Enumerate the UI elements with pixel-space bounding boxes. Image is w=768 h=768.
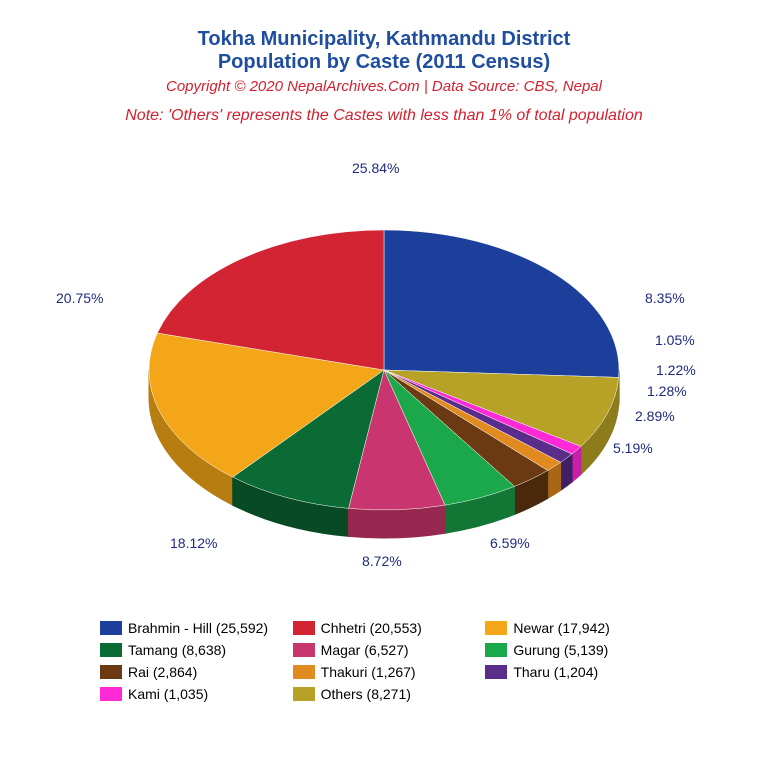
chart-title-line1: Tokha Municipality, Kathmandu District	[0, 28, 768, 51]
legend-label: Tharu (1,204)	[513, 664, 598, 680]
pct-label: 1.05%	[655, 332, 695, 348]
legend-item: Tharu (1,204)	[485, 664, 668, 680]
pct-label: 2.89%	[635, 408, 675, 424]
pct-label: 1.22%	[656, 362, 696, 378]
legend-swatch	[485, 665, 507, 679]
chart-header: Tokha Municipality, Kathmandu District P…	[0, 0, 768, 125]
legend-swatch	[293, 643, 315, 657]
chart-copyright: Copyright © 2020 NepalArchives.Com | Dat…	[0, 78, 768, 95]
legend-swatch	[485, 643, 507, 657]
legend-label: Thakuri (1,267)	[321, 664, 416, 680]
legend-item: Rai (2,864)	[100, 664, 283, 680]
legend-swatch	[100, 621, 122, 635]
legend-swatch	[293, 621, 315, 635]
legend-label: Chhetri (20,553)	[321, 620, 422, 636]
legend-label: Tamang (8,638)	[128, 642, 226, 658]
pie-svg	[0, 140, 768, 580]
legend-label: Others (8,271)	[321, 686, 411, 702]
pct-label: 8.72%	[362, 553, 402, 569]
chart-legend: Brahmin - Hill (25,592) Chhetri (20,553) N…	[100, 620, 668, 702]
legend-item: Brahmin - Hill (25,592)	[100, 620, 283, 636]
legend-item: Others (8,271)	[293, 686, 476, 702]
legend-item: Newar (17,942)	[485, 620, 668, 636]
chart-title-line2: Population by Caste (2011 Census)	[0, 51, 768, 74]
legend-swatch	[485, 621, 507, 635]
legend-item: Kami (1,035)	[100, 686, 283, 702]
pct-label: 25.84%	[352, 160, 399, 176]
pct-label: 20.75%	[56, 290, 103, 306]
pct-label: 18.12%	[170, 535, 217, 551]
legend-item: Gurung (5,139)	[485, 642, 668, 658]
legend-swatch	[100, 687, 122, 701]
legend-swatch	[100, 665, 122, 679]
legend-label: Rai (2,864)	[128, 664, 197, 680]
legend-swatch	[293, 687, 315, 701]
legend-swatch	[293, 665, 315, 679]
pct-label: 6.59%	[490, 535, 530, 551]
chart-note: Note: 'Others' represents the Castes wit…	[0, 107, 768, 125]
legend-item: Thakuri (1,267)	[293, 664, 476, 680]
legend-item: Chhetri (20,553)	[293, 620, 476, 636]
legend-label: Magar (6,527)	[321, 642, 409, 658]
legend-item: Magar (6,527)	[293, 642, 476, 658]
pct-label: 8.35%	[645, 290, 685, 306]
pct-label: 1.28%	[647, 383, 687, 399]
pct-label: 5.19%	[613, 440, 653, 456]
legend-item: Tamang (8,638)	[100, 642, 283, 658]
legend-label: Gurung (5,139)	[513, 642, 608, 658]
legend-swatch	[100, 643, 122, 657]
legend-label: Kami (1,035)	[128, 686, 208, 702]
pie-chart: 25.84% 8.35% 1.05% 1.22% 1.28% 2.89% 5.19% 6.59…	[0, 140, 768, 580]
legend-label: Brahmin - Hill (25,592)	[128, 620, 268, 636]
legend-label: Newar (17,942)	[513, 620, 610, 636]
